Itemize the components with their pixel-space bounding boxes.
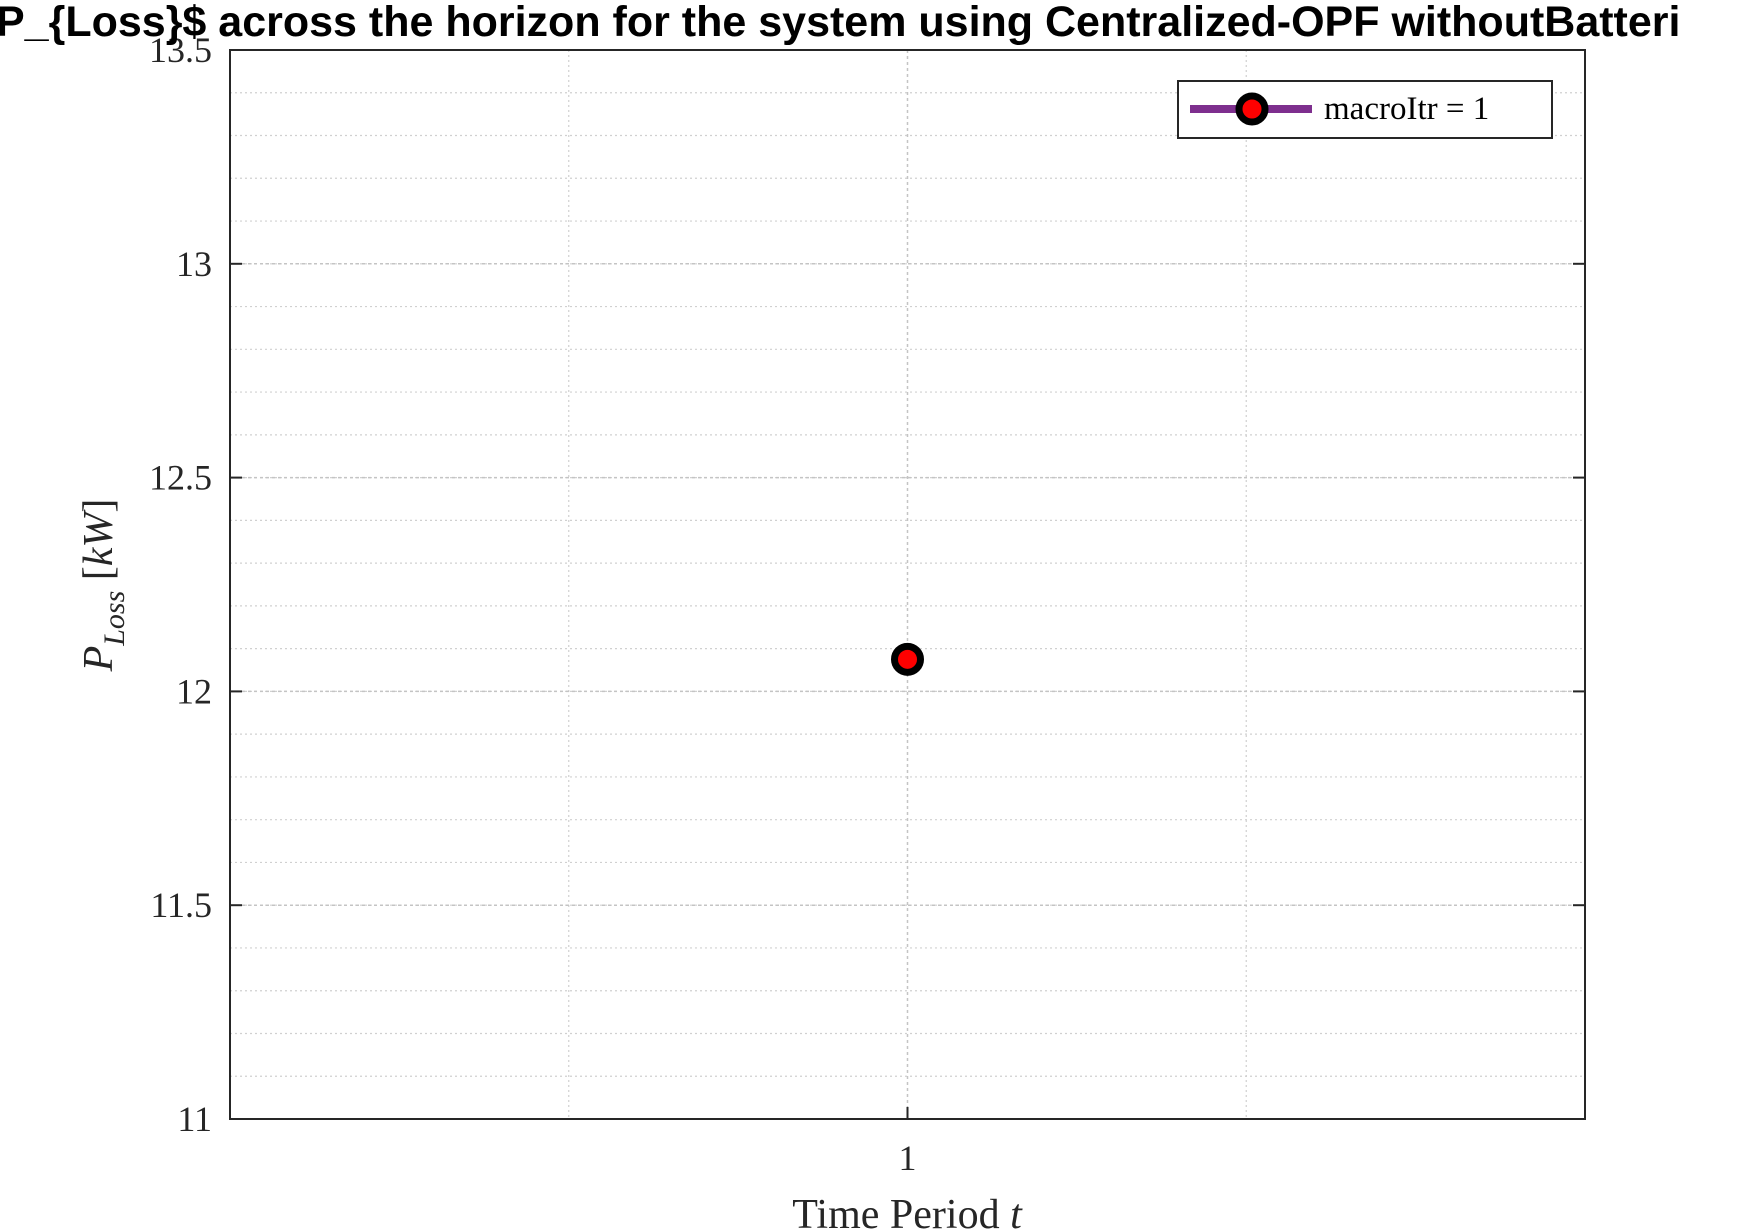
grid xyxy=(230,49,1585,1120)
y-tick-label: 13 xyxy=(176,244,212,284)
y-axis-label-subscript: Loss xyxy=(98,591,131,647)
y-tick-label: 12 xyxy=(176,671,212,711)
axis-ticks: 11 11.5 12 12.5 13 13.5 1 xyxy=(149,30,1585,1178)
chart-title: P_{Loss}$ across the horizon for the sys… xyxy=(0,0,1680,46)
y-axis-label-unit: kW xyxy=(76,509,122,567)
y-axis-label-open-bracket: [ xyxy=(76,566,122,591)
y-tick-label: 13.5 xyxy=(149,30,212,70)
data-point-marker xyxy=(891,642,924,676)
svg-text:PLoss [kW]: PLoss [kW] xyxy=(76,499,131,673)
x-axis-label-var: t xyxy=(1010,1192,1023,1231)
x-axis-label-text: Time Period xyxy=(792,1192,999,1231)
legend-marker-swatch xyxy=(1235,92,1269,126)
x-axis-label: Time Period t xyxy=(792,1192,1023,1231)
legend-entry-label: macroItr = 1 xyxy=(1324,91,1489,127)
x-tick-label: 1 xyxy=(899,1138,917,1178)
y-axis-label: PLoss [kW] xyxy=(76,499,131,673)
y-tick-label: 12.5 xyxy=(149,458,212,498)
y-tick-label: 11.5 xyxy=(150,885,212,925)
y-axis-label-close-bracket: ] xyxy=(76,499,122,513)
y-tick-label: 11 xyxy=(177,1099,212,1139)
legend: macroItr = 1 xyxy=(1177,80,1553,139)
y-axis-label-symbol: P xyxy=(76,646,122,673)
series-layer xyxy=(891,642,924,676)
